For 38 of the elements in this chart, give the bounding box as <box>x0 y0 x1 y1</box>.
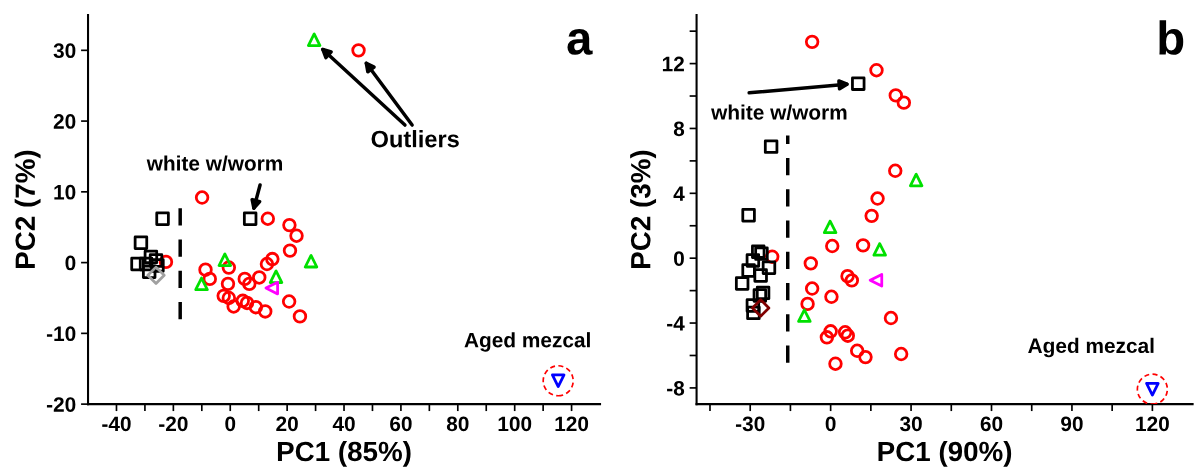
x-tick-label: -30 <box>735 416 765 432</box>
annotation: b <box>1159 20 1184 55</box>
y-tick-label: 10 <box>54 184 76 200</box>
x-tick-label: 40 <box>332 416 355 432</box>
x-tick-label: -40 <box>102 416 131 432</box>
y-axis-title: PC2 (3%) <box>630 150 657 268</box>
x-tick-label: 60 <box>390 416 412 432</box>
annotation: Aged mezcal <box>464 332 590 352</box>
x-tick-label: 0 <box>825 416 836 432</box>
y-tick-label: -10 <box>46 326 76 342</box>
annotation: white w/worm <box>146 155 283 171</box>
annotation: a <box>567 28 593 55</box>
x-tick-label: 60 <box>980 416 1003 432</box>
y-tick-label: 8 <box>673 121 685 137</box>
y-tick-label: 4 <box>673 186 685 201</box>
y-tick-label: -20 <box>46 397 76 412</box>
x-tick-label: 90 <box>1061 416 1083 432</box>
y-tick-label: 12 <box>662 56 684 72</box>
x-axis-title: PC1 (90%) <box>878 440 1012 467</box>
x-tick-label: 100 <box>498 416 532 432</box>
y-tick-label: -4 <box>667 316 685 331</box>
x-tick-label: -20 <box>159 416 188 432</box>
x-axis-title: PC1 (85%) <box>277 440 411 467</box>
x-tick-label: 20 <box>276 416 298 432</box>
y-tick-label: 30 <box>53 43 76 59</box>
y-tick-label: 20 <box>53 114 76 129</box>
x-tick-label: 30 <box>899 416 922 432</box>
annotation: Aged mezcal <box>1028 337 1154 358</box>
x-tick-label: 120 <box>1136 416 1169 432</box>
annotation: Outliers <box>371 130 459 148</box>
x-tick-label: 80 <box>446 416 469 432</box>
y-tick-label: 0 <box>65 255 76 271</box>
y-tick-label: -8 <box>667 380 685 396</box>
y-tick-label: 0 <box>674 251 684 266</box>
annotation: white w/worm <box>711 104 847 120</box>
x-tick-label: 0 <box>225 416 236 432</box>
y-axis-title: PC2 (7%) <box>14 150 41 268</box>
x-tick-label: 120 <box>555 416 589 432</box>
